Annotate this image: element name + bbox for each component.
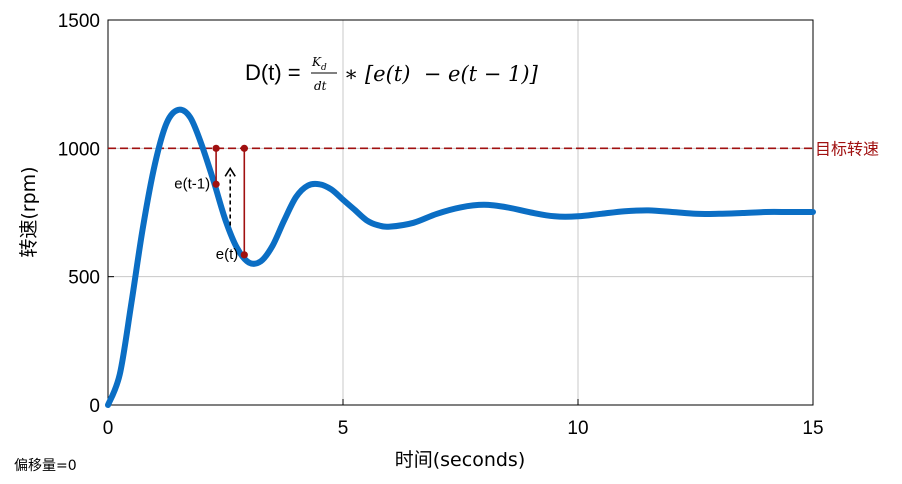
y-tick-label: 0 — [89, 396, 100, 417]
error-point-label: e(t) — [216, 246, 239, 263]
error-markers: e(t-1) e(t) — [174, 144, 248, 263]
x-tick-label: 5 — [338, 418, 349, 439]
x-tick-labels: 0 5 10 15 — [103, 418, 824, 439]
y-axis-title: 转速(rpm) — [18, 166, 40, 257]
formula-lhs: D(t) = — [245, 60, 301, 85]
formula-numerator-sub: d — [321, 63, 327, 73]
formula-denominator: dt — [314, 79, 327, 93]
y-tick-marks — [108, 19, 114, 406]
target-point-dot — [240, 144, 248, 152]
x-tick-label: 15 — [802, 418, 823, 439]
x-tick-label: 0 — [103, 418, 114, 439]
y-tick-label: 1500 — [58, 11, 100, 32]
formula-fraction: K d dt — [311, 55, 337, 93]
target-point-dot — [212, 144, 220, 152]
curve-point-dot — [212, 180, 220, 188]
y-tick-label: 500 — [68, 268, 100, 289]
arrow-head-icon — [224, 166, 236, 177]
formula-rhs: ∗ [e(t) − e(t − 1)] — [344, 62, 539, 86]
error-point-label: e(t-1) — [174, 175, 210, 192]
y-tick-label: 1000 — [58, 139, 100, 160]
target-speed-label: 目标转速 — [815, 139, 879, 158]
x-tick-marks — [107, 399, 814, 405]
curve-point-dot — [240, 251, 248, 259]
offset-note: 偏移量=0 — [14, 458, 77, 474]
speed-series-line — [105, 106, 816, 408]
formula-numerator: K — [311, 55, 322, 69]
x-tick-label: 10 — [567, 418, 588, 439]
y-tick-labels: 0 500 1000 1500 — [58, 11, 100, 417]
x-axis-title: 时间(seconds) — [395, 449, 526, 471]
